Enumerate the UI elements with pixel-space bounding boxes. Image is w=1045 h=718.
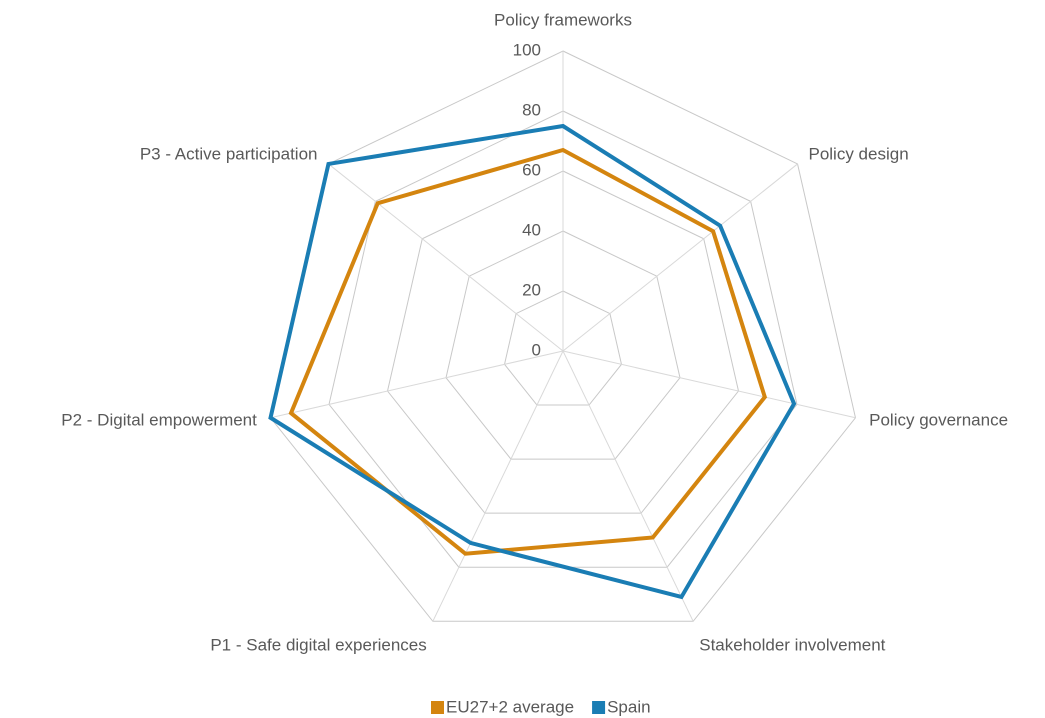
axis-spoke bbox=[562, 350, 694, 622]
grid-line bbox=[445, 230, 681, 460]
r-tick-label: 40 bbox=[522, 220, 541, 239]
axis-spoke bbox=[270, 350, 564, 419]
category-label: Stakeholder involvement bbox=[699, 635, 885, 654]
grid-line bbox=[503, 290, 623, 406]
axis-spoke bbox=[432, 350, 564, 622]
axis-spoke bbox=[328, 163, 564, 352]
legend-swatch bbox=[592, 701, 606, 714]
r-tick-label: 20 bbox=[522, 280, 541, 299]
r-tick-label: 100 bbox=[513, 40, 541, 59]
category-label: P2 - Digital empowerment bbox=[61, 410, 257, 429]
legend-label: EU27+2 average bbox=[446, 697, 574, 716]
series-line bbox=[268, 123, 797, 600]
r-tick-label: 60 bbox=[522, 160, 541, 179]
series-line bbox=[288, 147, 768, 556]
category-label: P1 - Safe digital experiences bbox=[210, 635, 426, 654]
category-label: P3 - Active participation bbox=[140, 145, 318, 164]
category-label: Policy design bbox=[808, 145, 908, 164]
axis-spoke bbox=[562, 350, 856, 419]
legend-swatch bbox=[431, 701, 444, 714]
category-label: Policy governance bbox=[869, 410, 1008, 429]
r-tick-label: 80 bbox=[522, 100, 541, 119]
axis-spoke bbox=[562, 163, 798, 352]
category-label: Policy frameworks bbox=[494, 10, 632, 29]
r-tick-label: 0 bbox=[532, 340, 541, 359]
legend-label: Spain bbox=[607, 697, 650, 716]
grid-line bbox=[386, 170, 740, 514]
legend: EU27+2 average Spain bbox=[431, 697, 651, 716]
